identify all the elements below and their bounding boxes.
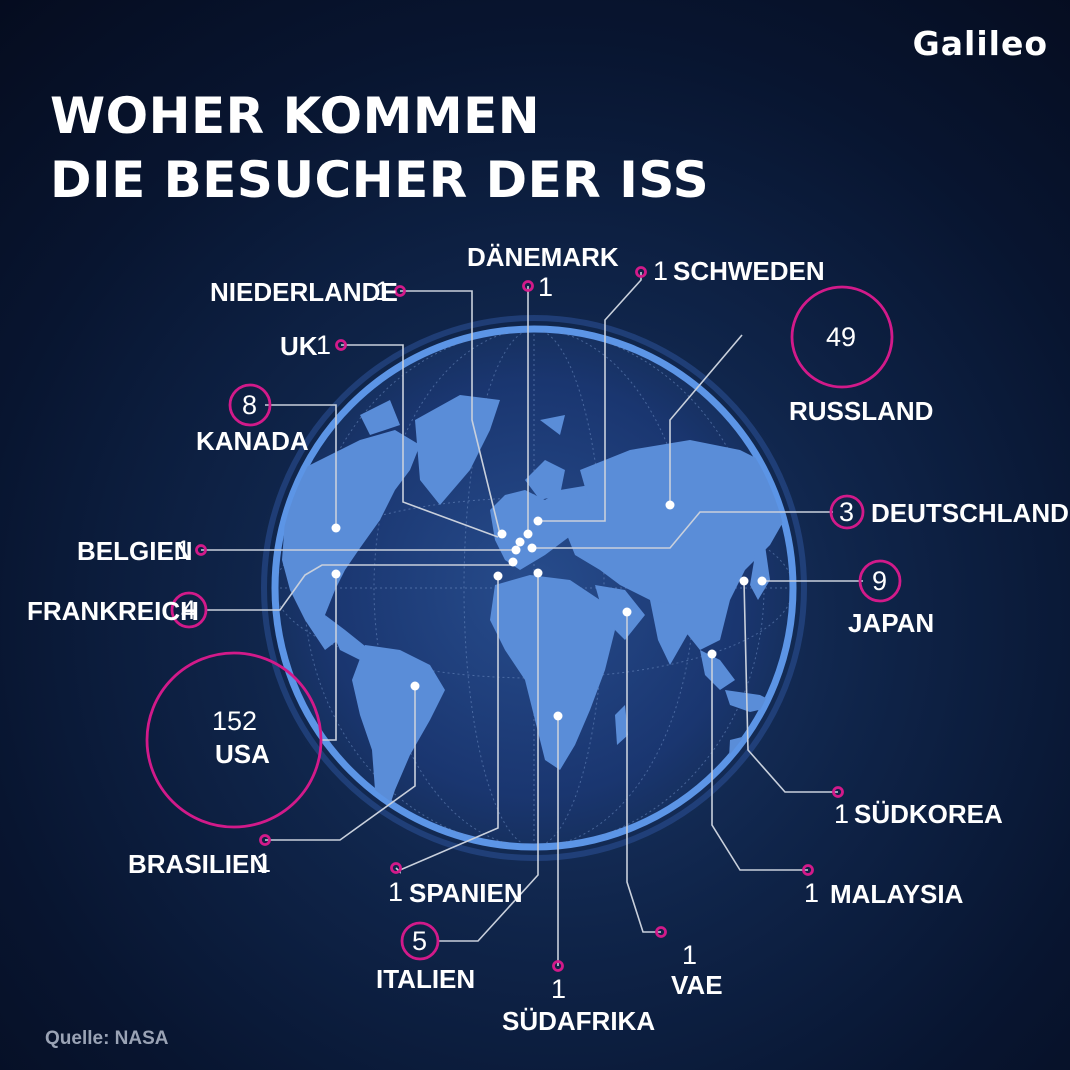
name-suedafrika: SÜDAFRIKA (502, 1006, 656, 1036)
name-usa: USA (215, 739, 270, 769)
name-russland: RUSSLAND (789, 396, 934, 426)
marker-italien (400, 921, 440, 961)
name-deutschland: DEUTSCHLAND (871, 498, 1069, 528)
marker-usa (145, 651, 323, 829)
marker-deutschland (829, 494, 865, 530)
count-niederlande: 1 (375, 276, 391, 306)
count-russland: 49 (826, 322, 857, 352)
count-usa: 152 (212, 706, 258, 736)
name-suedkorea: SÜDKOREA (854, 799, 1003, 829)
count-belgien: 1 (176, 535, 192, 565)
marker-niederlande (394, 285, 406, 297)
count-vae: 1 (682, 940, 698, 970)
name-kanada: KANADA (196, 426, 309, 456)
marker-kanada (228, 383, 272, 427)
count-frankreich: 4 (181, 595, 197, 625)
name-schweden: SCHWEDEN (673, 256, 825, 286)
source-note: Quelle: NASA (45, 1028, 169, 1049)
marker-vae (655, 926, 667, 938)
name-niederlande: NIEDERLANDE (210, 277, 398, 307)
marker-malaysia (802, 864, 814, 876)
count-markers (145, 266, 902, 972)
galileo-logo: Galileo (912, 24, 1048, 63)
leader-lines (201, 272, 863, 966)
name-vae: VAE (671, 970, 723, 1000)
count-suedkorea: 1 (834, 799, 850, 829)
count-deutschland: 3 (839, 497, 855, 527)
name-malaysia: MALAYSIA (830, 879, 964, 909)
count-suedafrika: 1 (551, 974, 567, 1004)
marker-suedafrika (552, 960, 564, 972)
count-japan: 9 (872, 566, 888, 596)
count-malaysia: 1 (804, 878, 820, 908)
name-spanien: SPANIEN (409, 878, 523, 908)
count-italien: 5 (412, 926, 428, 956)
count-schweden: 1 (653, 256, 669, 286)
marker-daenemark (522, 280, 534, 292)
count-daenemark: 1 (538, 272, 554, 302)
name-brasilien: BRASILIEN (128, 849, 269, 879)
marker-schweden (635, 266, 647, 278)
name-frankreich: FRANKREICH (27, 596, 199, 626)
title-line-1: WOHER KOMMEN (50, 87, 541, 145)
marker-uk (335, 339, 347, 351)
marker-japan (858, 559, 902, 603)
location-dots (331, 500, 767, 721)
marker-russland (790, 285, 894, 389)
globe (261, 315, 807, 861)
count-spanien: 1 (388, 877, 404, 907)
title-line-2: DIE BESUCHER DER ISS (50, 151, 710, 209)
name-uk: UK (280, 331, 318, 361)
count-kanada: 8 (242, 390, 258, 420)
marker-brasilien (259, 834, 271, 846)
page-title: WOHER KOMMEN DIE BESUCHER DER ISS (50, 84, 709, 212)
count-brasilien: 1 (256, 848, 272, 878)
name-belgien: BELGIEN (77, 536, 193, 566)
name-italien: ITALIEN (376, 964, 476, 994)
count-uk: 1 (316, 330, 332, 360)
name-daenemark: DÄNEMARK (467, 242, 619, 272)
marker-spanien (390, 862, 402, 874)
name-japan: JAPAN (848, 608, 935, 638)
marker-suedkorea (832, 786, 844, 798)
marker-belgien (195, 544, 207, 556)
marker-frankreich (170, 591, 208, 629)
